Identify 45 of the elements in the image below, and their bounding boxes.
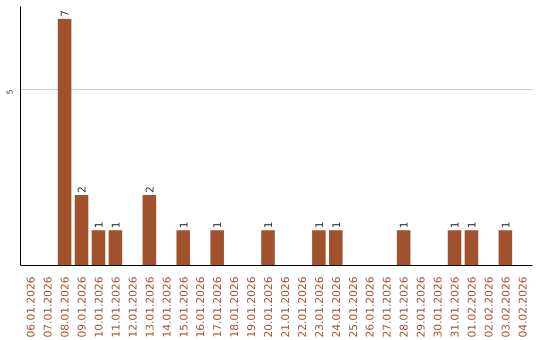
data-label: 2 <box>143 186 156 194</box>
x-tick-label: 13.01.2026 <box>143 276 156 338</box>
x-tick-label: 21.01.2026 <box>278 276 292 338</box>
data-label: 1 <box>177 221 190 228</box>
x-tick-label: 25.01.2026 <box>346 276 360 338</box>
x-tick-label: 09.01.2026 <box>76 276 89 338</box>
x-tick-label: 31.01.2026 <box>448 276 462 338</box>
x-tick-label: 19.01.2026 <box>245 276 258 338</box>
x-tick-label: 15.01.2026 <box>177 276 190 338</box>
x-tick-label: 17.01.2026 <box>211 276 224 338</box>
x-tick-label: 01.02.2026 <box>465 276 478 338</box>
x-tick-label: 22.01.2026 <box>296 276 309 338</box>
x-tick-label: 23.01.2026 <box>312 276 326 338</box>
data-label: 1 <box>211 221 224 228</box>
x-tick-label: 04.02.2026 <box>516 276 530 338</box>
x-tick-label: 20.01.2026 <box>262 276 276 338</box>
x-tick-label: 02.02.2026 <box>482 276 496 338</box>
data-label: 1 <box>109 221 122 228</box>
x-tick-label: 24.01.2026 <box>330 276 343 338</box>
data-label: 1 <box>92 221 106 228</box>
data-label: 2 <box>76 186 89 194</box>
data-label: 1 <box>448 221 462 228</box>
y-tick-label: 5 <box>6 89 14 94</box>
x-tick-label: 06.01.2026 <box>24 276 38 338</box>
data-label: 1 <box>262 221 276 228</box>
data-label: 1 <box>465 221 478 228</box>
x-tick-label: 18.01.2026 <box>228 276 242 338</box>
x-tick-label: 26.01.2026 <box>364 276 377 338</box>
x-tick-label: 27.01.2026 <box>380 276 394 338</box>
x-tick-label: 30.01.2026 <box>432 276 445 338</box>
x-tick-label: 12.01.2026 <box>126 276 140 338</box>
x-tick-label: 08.01.2026 <box>58 276 72 338</box>
x-tick-label: 07.01.2026 <box>42 276 55 338</box>
x-tick-label: 16.01.2026 <box>194 276 208 338</box>
data-label: 1 <box>330 221 343 228</box>
data-label: 1 <box>312 221 326 228</box>
x-tick-label: 28.01.2026 <box>398 276 411 338</box>
data-label: 1 <box>398 221 411 228</box>
x-tick-label: 10.01.2026 <box>92 276 106 338</box>
x-tick-label: 11.01.2026 <box>109 276 122 338</box>
data-label: 1 <box>499 221 512 228</box>
x-tick-label: 03.02.2026 <box>499 276 512 338</box>
data-label: 7 <box>58 10 72 17</box>
x-tick-label: 14.01.2026 <box>160 276 174 338</box>
x-tick-label: 29.01.2026 <box>414 276 428 338</box>
